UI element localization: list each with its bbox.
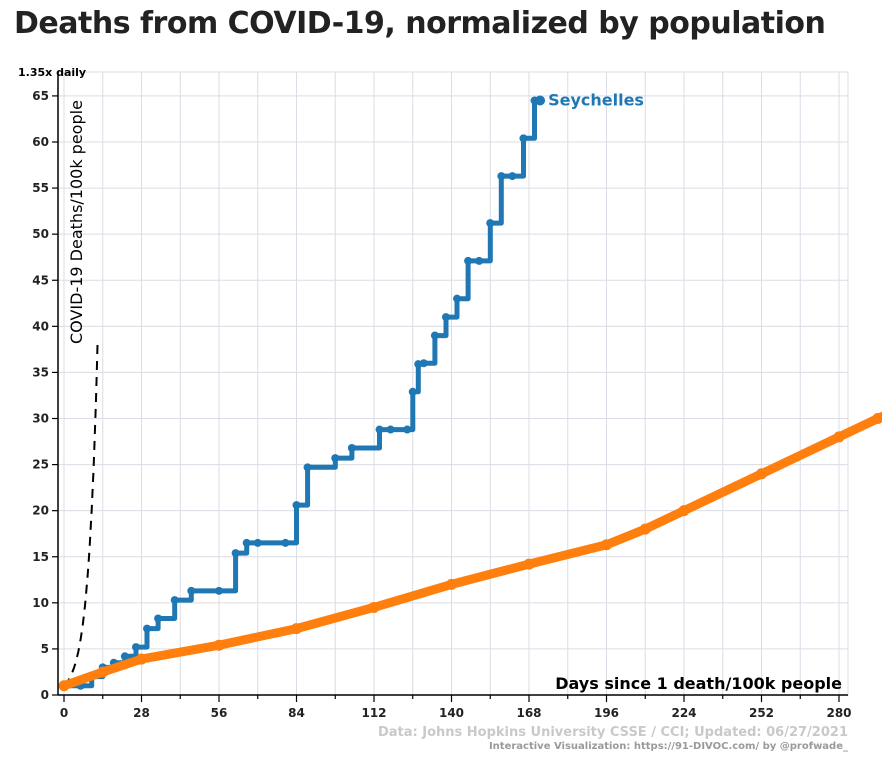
data-point-seychelles [331, 454, 340, 463]
data-point-seychelles [253, 538, 262, 547]
data-point-global [136, 653, 147, 665]
y-tick-label: 55 [32, 181, 49, 195]
data-point-seychelles [292, 501, 301, 510]
data-point-seychelles [403, 425, 412, 434]
data-point-global [213, 639, 225, 651]
data-point-seychelles [486, 219, 495, 228]
data-point-seychelles [441, 313, 450, 322]
y-tick-label: 30 [32, 412, 49, 426]
data-point-seychelles [453, 294, 462, 303]
x-tick-label: 84 [288, 706, 305, 720]
series-endpoint-seychelles [535, 95, 546, 106]
data-point-seychelles [519, 134, 528, 143]
data-point-global [291, 623, 302, 635]
data-point-global [756, 468, 767, 480]
x-tick-label: 280 [826, 706, 851, 720]
data-point-seychelles [231, 549, 240, 558]
data-point-seychelles [408, 387, 417, 396]
data-point-seychelles [375, 425, 384, 434]
data-point-seychelles [419, 359, 428, 368]
y-tick-label: 60 [32, 135, 49, 149]
data-point-global [639, 523, 651, 535]
data-point-seychelles [303, 463, 312, 472]
data-point-global [58, 680, 70, 692]
data-point-seychelles [386, 425, 395, 434]
x-tick-label: 112 [361, 706, 386, 720]
data-point-seychelles [475, 256, 484, 265]
axes: 0285684112140168196224252280308336364392… [32, 72, 852, 720]
y-tick-label: 65 [32, 89, 49, 103]
x-tick-label: 56 [211, 706, 228, 720]
x-tick-label: 0 [60, 706, 68, 720]
y-tick-label: 0 [41, 688, 49, 702]
y-tick-label: 40 [32, 319, 49, 333]
data-point-global [872, 413, 882, 424]
data-point-seychelles [281, 538, 290, 547]
data-point-global [523, 558, 535, 570]
grid [57, 71, 849, 696]
data-point-seychelles [508, 172, 517, 181]
y-tick-label: 35 [32, 365, 49, 379]
data-point-seychelles [430, 331, 439, 340]
data-point-seychelles [170, 596, 179, 605]
x-tick-label: 224 [671, 706, 696, 720]
y-tick-label: 45 [32, 273, 49, 287]
reference-line [63, 344, 99, 687]
data-point-seychelles [497, 172, 506, 181]
y-tick-label: 15 [32, 550, 49, 564]
x-tick-label: 196 [594, 706, 619, 720]
x-axis-label: Days since 1 death/100k people [555, 674, 842, 693]
data-point-seychelles [464, 256, 473, 265]
data-point-seychelles [154, 614, 163, 623]
data-point-global [368, 601, 380, 613]
series-group: SeychellesGlobal [58, 91, 882, 692]
data-point-global [446, 578, 457, 590]
data-point-global [833, 431, 845, 443]
y-tick-label: 10 [32, 596, 49, 610]
y-tick-label: 25 [32, 458, 49, 472]
data-point-global [97, 666, 109, 678]
data-point-seychelles [120, 652, 129, 661]
data-point-seychelles [347, 443, 356, 452]
data-credit: Data: Johns Hopkins University CSSE / CC… [378, 725, 848, 740]
series-line-global [59, 411, 882, 691]
data-point-seychelles [242, 538, 251, 547]
y-axis-label: COVID-19 Deaths/100k people [67, 100, 86, 344]
page-title: Deaths from COVID-19, normalized by popu… [14, 6, 826, 41]
data-point-global [678, 505, 690, 517]
viz-credit: Interactive Visualization: https://91-DI… [489, 741, 848, 752]
series-line-seychelles [64, 98, 541, 689]
data-point-global [601, 539, 612, 551]
series-label-seychelles: Seychelles [548, 91, 644, 110]
reference-line-path [63, 344, 99, 687]
y-tick-label: 20 [32, 504, 49, 518]
x-tick-label: 252 [749, 706, 774, 720]
x-tick-label: 140 [439, 706, 464, 720]
data-point-seychelles [143, 624, 152, 633]
x-tick-label: 168 [516, 706, 541, 720]
data-point-seychelles [187, 586, 196, 595]
y-tick-label: 5 [41, 642, 49, 656]
data-point-seychelles [131, 643, 140, 652]
data-point-seychelles [215, 586, 223, 595]
x-tick-label: 28 [133, 706, 150, 720]
reference-line-label: 1.35x daily [18, 66, 86, 79]
y-tick-label: 50 [32, 227, 49, 241]
